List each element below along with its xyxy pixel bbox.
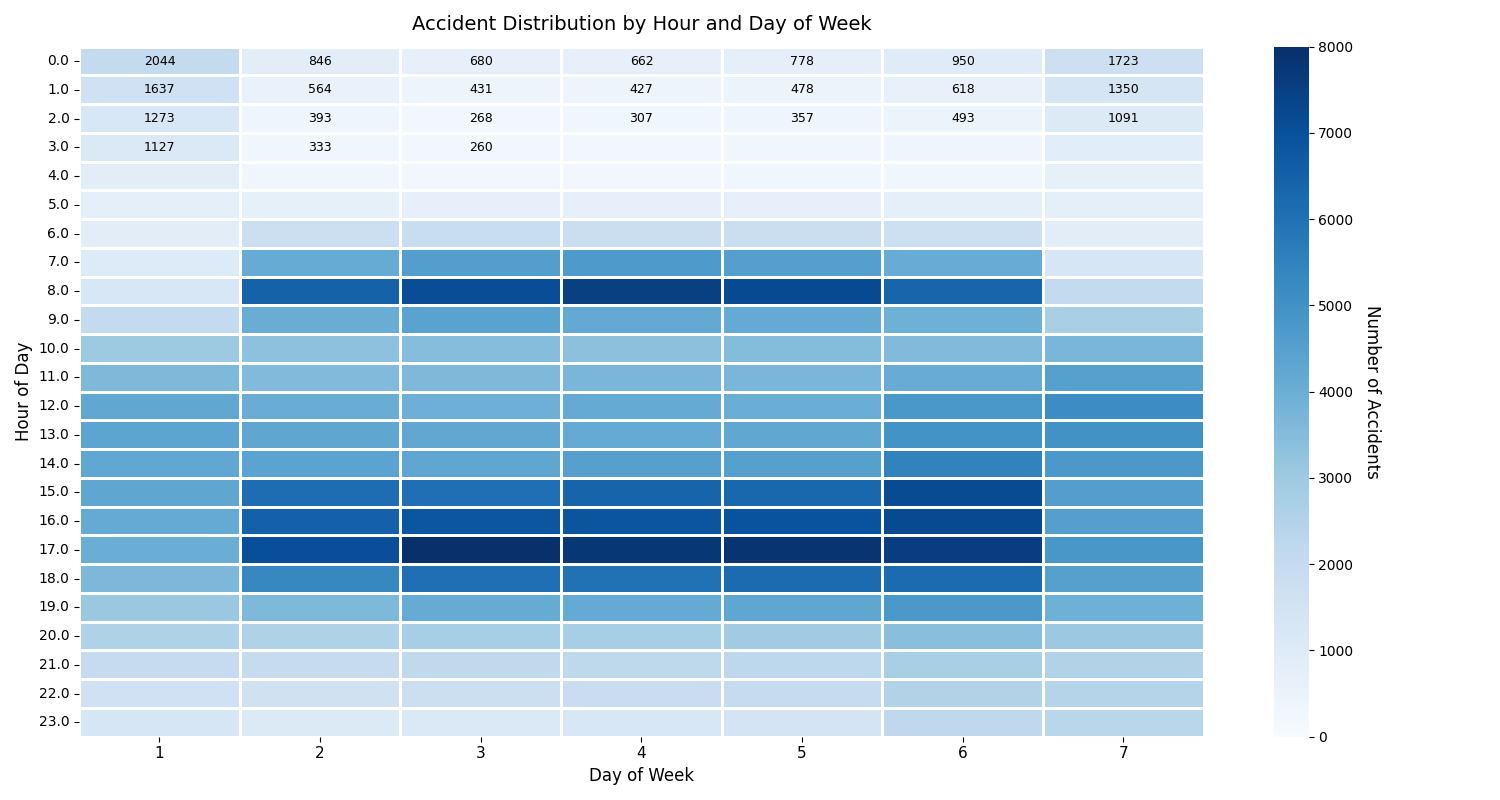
Text: 564: 564 (309, 83, 332, 96)
Text: 1637: 1637 (144, 83, 176, 96)
Text: 1350: 1350 (1107, 83, 1140, 96)
Y-axis label: Hour of Day: Hour of Day (15, 342, 33, 442)
Text: 950: 950 (951, 54, 975, 67)
Text: 268: 268 (470, 112, 492, 125)
Text: 1723: 1723 (1107, 54, 1140, 67)
Title: Accident Distribution by Hour and Day of Week: Accident Distribution by Hour and Day of… (411, 15, 872, 34)
Text: 2044: 2044 (144, 54, 176, 67)
Text: 357: 357 (790, 112, 814, 125)
Text: 680: 680 (470, 54, 494, 67)
Text: 1091: 1091 (1107, 112, 1140, 125)
Text: 393: 393 (309, 112, 332, 125)
Text: 778: 778 (790, 54, 814, 67)
X-axis label: Day of Week: Day of Week (590, 767, 694, 785)
Text: 1273: 1273 (144, 112, 176, 125)
Text: 260: 260 (470, 141, 492, 154)
Y-axis label: Number of Accidents: Number of Accidents (1364, 305, 1382, 478)
Text: 307: 307 (630, 112, 654, 125)
Text: 493: 493 (951, 112, 975, 125)
Text: 431: 431 (470, 83, 492, 96)
Text: 1127: 1127 (144, 141, 176, 154)
Text: 427: 427 (630, 83, 654, 96)
Text: 478: 478 (790, 83, 814, 96)
Text: 846: 846 (309, 54, 332, 67)
Text: 618: 618 (951, 83, 975, 96)
Text: 662: 662 (630, 54, 654, 67)
Text: 333: 333 (309, 141, 332, 154)
